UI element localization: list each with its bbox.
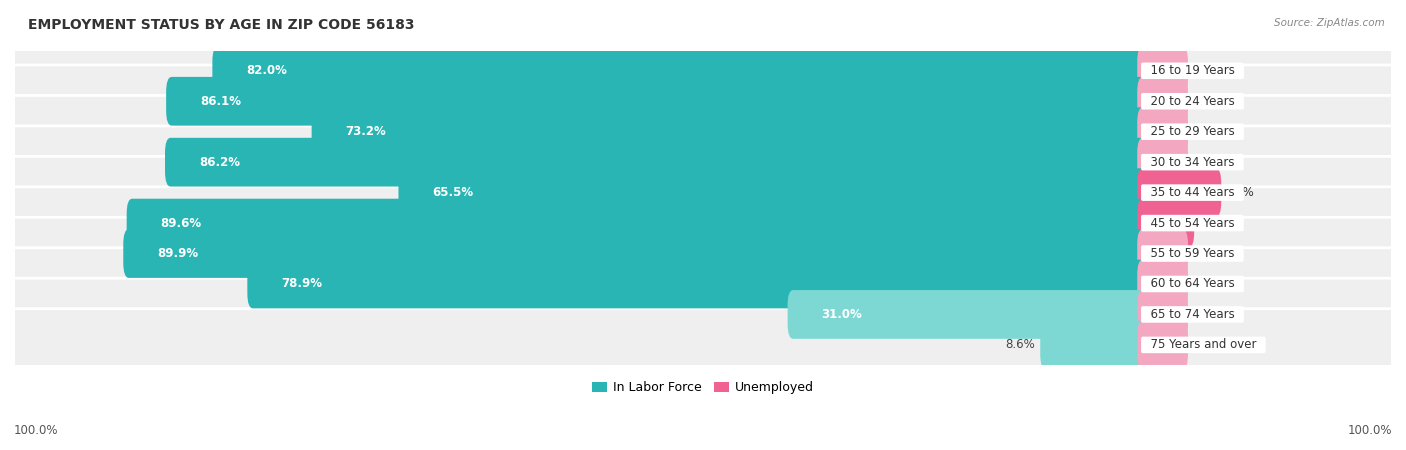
Text: 89.9%: 89.9% — [157, 247, 198, 260]
FancyBboxPatch shape — [1040, 320, 1149, 369]
Text: 30 to 34 Years: 30 to 34 Years — [1143, 156, 1241, 169]
FancyBboxPatch shape — [1137, 138, 1188, 187]
FancyBboxPatch shape — [6, 248, 1400, 320]
Text: 0.0%: 0.0% — [1191, 278, 1220, 291]
FancyBboxPatch shape — [165, 138, 1149, 187]
FancyBboxPatch shape — [1137, 108, 1188, 156]
Text: 55 to 59 Years: 55 to 59 Years — [1143, 247, 1241, 260]
FancyBboxPatch shape — [1137, 46, 1188, 95]
Text: 89.6%: 89.6% — [160, 216, 201, 230]
FancyBboxPatch shape — [398, 168, 1149, 217]
Text: 0.0%: 0.0% — [1191, 95, 1220, 108]
Text: 73.2%: 73.2% — [346, 125, 387, 138]
Text: 86.2%: 86.2% — [198, 156, 240, 169]
Text: 0.0%: 0.0% — [1191, 125, 1220, 138]
Text: 82.0%: 82.0% — [246, 64, 287, 77]
Text: 0.0%: 0.0% — [1191, 64, 1220, 77]
FancyBboxPatch shape — [6, 157, 1400, 229]
FancyBboxPatch shape — [6, 187, 1400, 259]
Text: 4.3%: 4.3% — [1225, 186, 1254, 199]
Text: 2.7%: 2.7% — [1198, 216, 1227, 230]
Text: 16 to 19 Years: 16 to 19 Years — [1143, 64, 1243, 77]
Text: 25 to 29 Years: 25 to 29 Years — [1143, 125, 1241, 138]
Text: 20 to 24 Years: 20 to 24 Years — [1143, 95, 1241, 108]
Text: 0.0%: 0.0% — [1191, 247, 1220, 260]
Text: 31.0%: 31.0% — [821, 308, 862, 321]
FancyBboxPatch shape — [6, 309, 1400, 381]
FancyBboxPatch shape — [1137, 199, 1194, 248]
FancyBboxPatch shape — [247, 260, 1149, 308]
FancyBboxPatch shape — [312, 108, 1149, 156]
Text: 100.0%: 100.0% — [1347, 423, 1392, 436]
Text: 75 Years and over: 75 Years and over — [1143, 338, 1264, 351]
Text: 100.0%: 100.0% — [14, 423, 59, 436]
Text: 86.1%: 86.1% — [200, 95, 240, 108]
Text: 78.9%: 78.9% — [281, 278, 322, 291]
Text: 0.0%: 0.0% — [1191, 156, 1220, 169]
FancyBboxPatch shape — [6, 65, 1400, 138]
FancyBboxPatch shape — [6, 95, 1400, 168]
Text: 0.0%: 0.0% — [1191, 338, 1220, 351]
FancyBboxPatch shape — [1137, 229, 1188, 278]
Text: 65 to 74 Years: 65 to 74 Years — [1143, 308, 1241, 321]
FancyBboxPatch shape — [1137, 168, 1222, 217]
Text: 45 to 54 Years: 45 to 54 Years — [1143, 216, 1241, 230]
Text: 35 to 44 Years: 35 to 44 Years — [1143, 186, 1241, 199]
FancyBboxPatch shape — [1137, 290, 1188, 339]
Text: 0.0%: 0.0% — [1191, 308, 1220, 321]
FancyBboxPatch shape — [6, 35, 1400, 107]
FancyBboxPatch shape — [6, 278, 1400, 351]
FancyBboxPatch shape — [166, 77, 1149, 126]
FancyBboxPatch shape — [1137, 260, 1188, 308]
Text: Source: ZipAtlas.com: Source: ZipAtlas.com — [1274, 18, 1385, 28]
FancyBboxPatch shape — [1137, 77, 1188, 126]
Legend: In Labor Force, Unemployed: In Labor Force, Unemployed — [586, 376, 820, 399]
FancyBboxPatch shape — [212, 46, 1149, 95]
FancyBboxPatch shape — [6, 126, 1400, 198]
Text: EMPLOYMENT STATUS BY AGE IN ZIP CODE 56183: EMPLOYMENT STATUS BY AGE IN ZIP CODE 561… — [28, 18, 415, 32]
FancyBboxPatch shape — [1137, 320, 1188, 369]
Text: 65.5%: 65.5% — [432, 186, 474, 199]
FancyBboxPatch shape — [787, 290, 1149, 339]
Text: 60 to 64 Years: 60 to 64 Years — [1143, 278, 1241, 291]
FancyBboxPatch shape — [127, 199, 1149, 248]
Text: 8.6%: 8.6% — [1005, 338, 1035, 351]
FancyBboxPatch shape — [6, 217, 1400, 290]
FancyBboxPatch shape — [124, 229, 1149, 278]
